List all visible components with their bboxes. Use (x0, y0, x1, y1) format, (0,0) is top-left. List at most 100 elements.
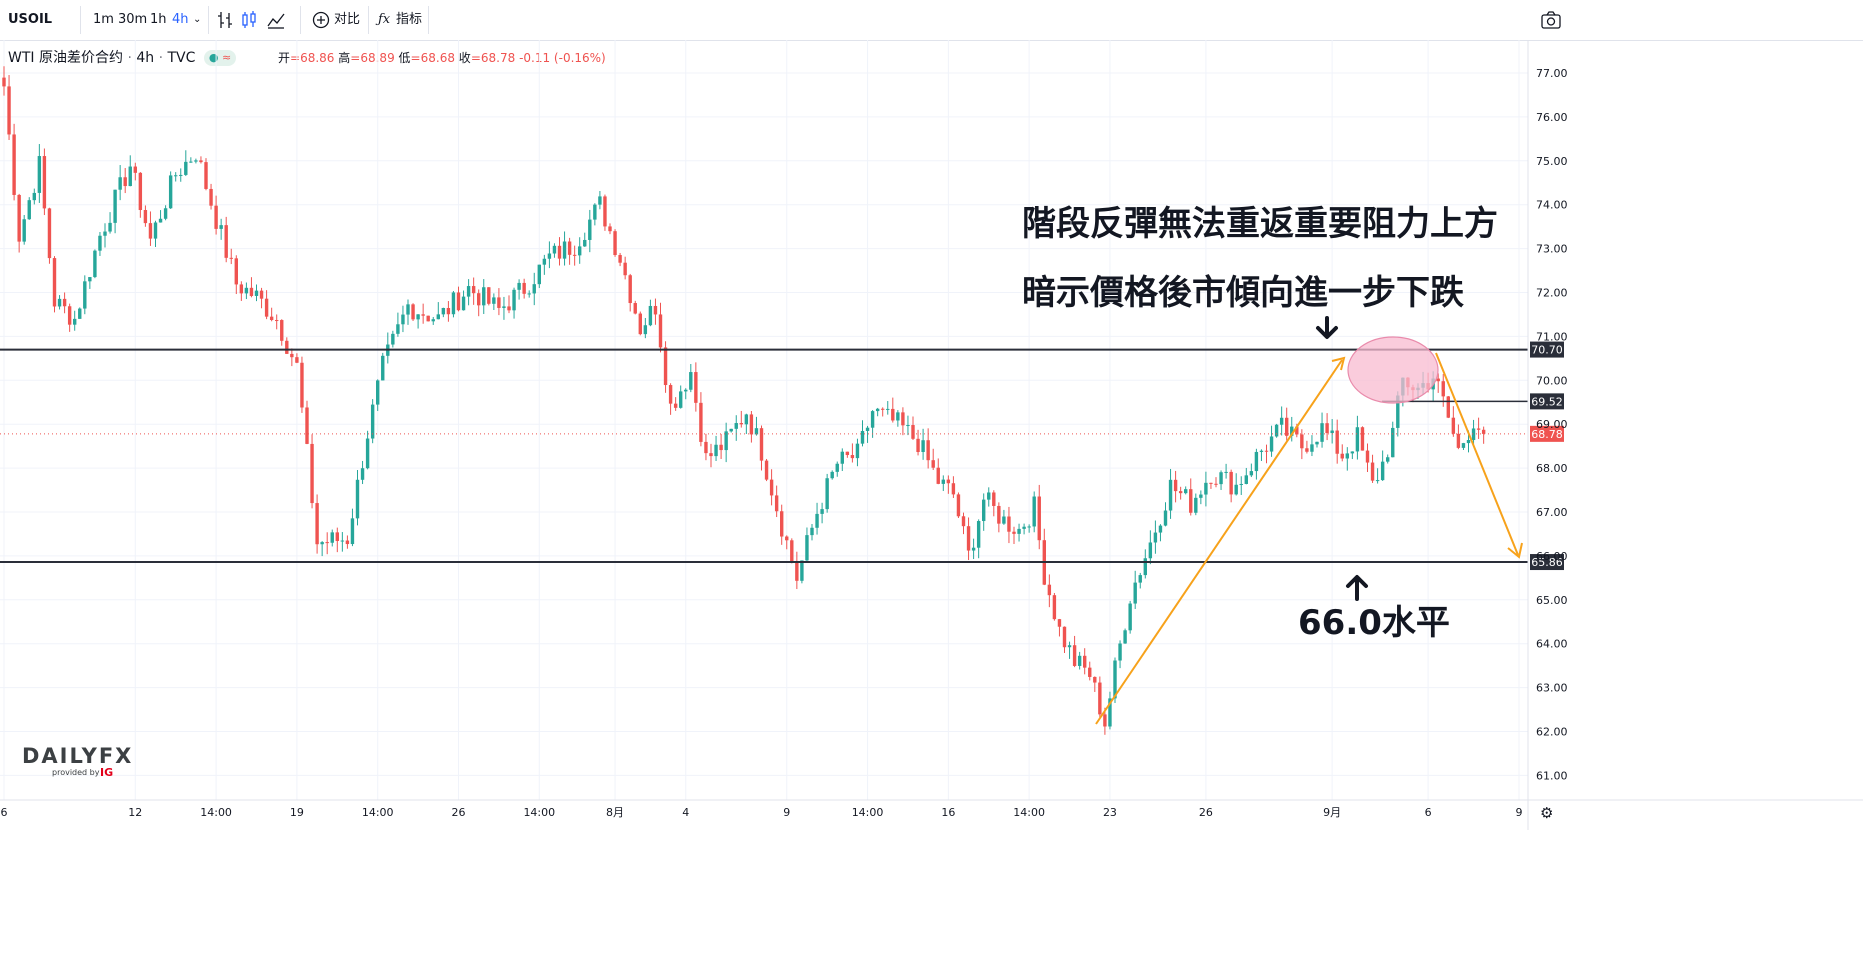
candle-body (875, 408, 880, 412)
candle-body (613, 231, 617, 256)
candle-body (911, 425, 915, 439)
candle-body (684, 389, 688, 392)
price-chart[interactable]: 70.70 65.86 69.52 68.78 階段反彈無法重返重要阻力上方 暗示價格… (0, 40, 1863, 974)
candle-body (391, 333, 395, 345)
market-status-badge[interactable]: ● ≈ (203, 50, 237, 66)
candle-body (785, 536, 789, 541)
compare-plus-icon[interactable] (312, 10, 332, 30)
candle-body (1103, 714, 1107, 727)
candle-body (992, 492, 996, 506)
candle-body (482, 287, 486, 306)
candle-body (1173, 479, 1178, 492)
candle-body (699, 402, 703, 442)
candle-body (27, 200, 31, 220)
candle-body (1274, 424, 1279, 437)
candle-body (1108, 698, 1112, 727)
candles-chart-type-icon[interactable] (240, 10, 258, 30)
area-chart-type-icon[interactable] (266, 10, 286, 30)
toolbar-divider (368, 6, 369, 34)
indicators-button[interactable]: 指标 (396, 12, 423, 27)
candle-body (527, 293, 531, 295)
time-axis[interactable]: 6 12 14:00 19 14:00 26 14:00 8月 4 9 14:00 16 14:00 23… (0, 799, 1863, 819)
candle-body (12, 134, 16, 195)
price-tick-label: 72.00 (1536, 287, 1568, 300)
candle-body (1234, 484, 1238, 495)
candle-body (1466, 440, 1471, 444)
candle-body (103, 231, 107, 236)
candle-body (855, 443, 860, 459)
candle-body (492, 297, 496, 304)
candle-body (1133, 582, 1137, 604)
candle-body (840, 451, 844, 464)
candle-body (598, 196, 602, 205)
candle-body (921, 440, 925, 453)
candle-body (1118, 643, 1122, 661)
top-toolbar: USOIL 1m 30m 1h 4h ⌄ 对比 ƒx 指标 (0, 0, 1863, 41)
candle-body (1012, 531, 1016, 534)
camera-icon[interactable] (1540, 10, 1562, 30)
time-tick-label: 6 (1, 806, 8, 819)
interval-4h-button[interactable]: 4h (172, 12, 189, 27)
dailyfx-logo: DAILYFX provided by IG (22, 744, 131, 779)
price-tick-label: 67.00 (1536, 506, 1568, 519)
candle-body (820, 509, 824, 514)
compare-button[interactable]: 对比 (334, 12, 361, 27)
interval-1h-button[interactable]: 1h (150, 12, 167, 27)
candle-body (537, 264, 541, 285)
symbol-search-button[interactable]: USOIL (8, 12, 53, 27)
key-level-tag (1530, 341, 1564, 358)
candle-body (1052, 595, 1057, 620)
candle-body (1325, 423, 1329, 434)
candle-body (1340, 453, 1344, 459)
candle-body (214, 205, 218, 229)
legend-title[interactable]: WTI 原油差价合约 (8, 50, 123, 66)
candle-body (976, 521, 981, 548)
price-tick-label: 64.00 (1536, 638, 1568, 651)
chart-grid (0, 40, 1528, 800)
price-axis[interactable]: 77.00 76.00 75.00 74.00 73.00 72.00 71.00 70.00… (1527, 40, 1568, 830)
candle-body (1002, 516, 1006, 524)
candle-body (881, 408, 885, 410)
time-tick-label: 14:00 (362, 806, 394, 819)
candle-body (658, 314, 663, 348)
candle-body (749, 414, 754, 435)
price-tick-label: 73.00 (1536, 243, 1568, 256)
interval-1m-button[interactable]: 1m (93, 12, 114, 27)
candle-body (466, 286, 471, 297)
annotation-line-1: 階段反彈無法重返重要阻力上方 (1022, 204, 1498, 244)
candle-body (951, 483, 956, 495)
candle-body (83, 281, 87, 309)
candle-body (648, 305, 653, 326)
candle-body (1067, 645, 1072, 648)
candle-body (1083, 655, 1087, 668)
candle-body (1264, 450, 1269, 452)
interval-dropdown-chevron-icon[interactable]: ⌄ (193, 14, 202, 25)
candle-body (244, 287, 249, 294)
candle-body (850, 455, 855, 459)
candle-body (350, 518, 355, 545)
price-tick-label: 62.00 (1536, 726, 1568, 739)
bar-chart-type-icon[interactable] (216, 10, 234, 30)
indicators-fx-icon[interactable]: ƒx (378, 12, 391, 27)
interval-30m-button[interactable]: 30m (118, 12, 148, 27)
candle-body (330, 532, 334, 543)
candle-body (719, 444, 723, 451)
candle-body (365, 438, 370, 469)
close-label: 收 (458, 51, 471, 65)
candle-body (522, 282, 526, 294)
candle-body (1047, 584, 1052, 596)
candle-body (926, 440, 930, 461)
candle-body (941, 479, 945, 484)
time-tick-label: 23 (1103, 806, 1117, 819)
candle-body (512, 289, 516, 311)
settings-gear-icon[interactable]: ⚙ (1540, 804, 1553, 822)
candle-body (1310, 444, 1314, 452)
candle-body (1037, 496, 1041, 541)
candle-body (1017, 528, 1021, 534)
candle-body (1456, 433, 1461, 448)
candle-body (1007, 516, 1011, 532)
candle-body (471, 286, 476, 294)
candle-body (1391, 427, 1395, 458)
logo-byline: provided by (52, 768, 100, 777)
candle-body (623, 262, 627, 276)
